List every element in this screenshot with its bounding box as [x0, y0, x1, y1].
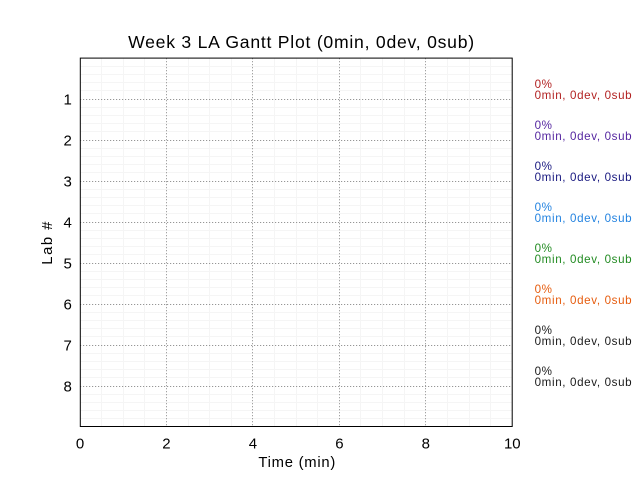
svg-text:7: 7 [63, 337, 71, 354]
svg-text:Time (min): Time (min) [258, 455, 336, 471]
svg-text:2: 2 [63, 132, 71, 149]
svg-text:Week 3 LA Gantt Plot (0min, 0d: Week 3 LA Gantt Plot (0min, 0dev, 0sub) [128, 32, 475, 52]
svg-text:0min, 0dev, 0sub: 0min, 0dev, 0sub [535, 130, 633, 143]
svg-text:0min, 0dev, 0sub: 0min, 0dev, 0sub [535, 376, 633, 389]
svg-text:8: 8 [63, 378, 71, 395]
svg-text:0min, 0dev, 0sub: 0min, 0dev, 0sub [535, 89, 633, 102]
svg-text:6: 6 [335, 435, 343, 452]
svg-text:0%: 0% [535, 242, 553, 255]
svg-text:4: 4 [249, 435, 257, 452]
svg-text:3: 3 [63, 173, 71, 190]
svg-text:4: 4 [63, 214, 71, 231]
svg-text:0min, 0dev, 0sub: 0min, 0dev, 0sub [535, 212, 633, 225]
svg-text:0min, 0dev, 0sub: 0min, 0dev, 0sub [535, 294, 633, 307]
svg-text:1: 1 [63, 91, 71, 108]
svg-text:0%: 0% [535, 365, 553, 378]
svg-text:Lab #: Lab # [40, 220, 56, 265]
svg-text:0min, 0dev, 0sub: 0min, 0dev, 0sub [535, 335, 633, 348]
svg-text:0: 0 [76, 435, 84, 452]
svg-text:0min, 0dev, 0sub: 0min, 0dev, 0sub [535, 253, 633, 266]
svg-text:0%: 0% [535, 160, 553, 173]
svg-text:0min, 0dev, 0sub: 0min, 0dev, 0sub [535, 171, 633, 184]
svg-text:0%: 0% [535, 201, 553, 214]
svg-text:0%: 0% [535, 119, 553, 132]
svg-text:2: 2 [162, 435, 170, 452]
svg-text:6: 6 [63, 296, 71, 313]
svg-text:10: 10 [504, 435, 521, 452]
svg-text:0%: 0% [535, 324, 553, 337]
svg-text:0%: 0% [535, 283, 553, 296]
svg-text:8: 8 [422, 435, 430, 452]
svg-text:5: 5 [63, 255, 71, 272]
svg-text:0%: 0% [535, 78, 553, 91]
